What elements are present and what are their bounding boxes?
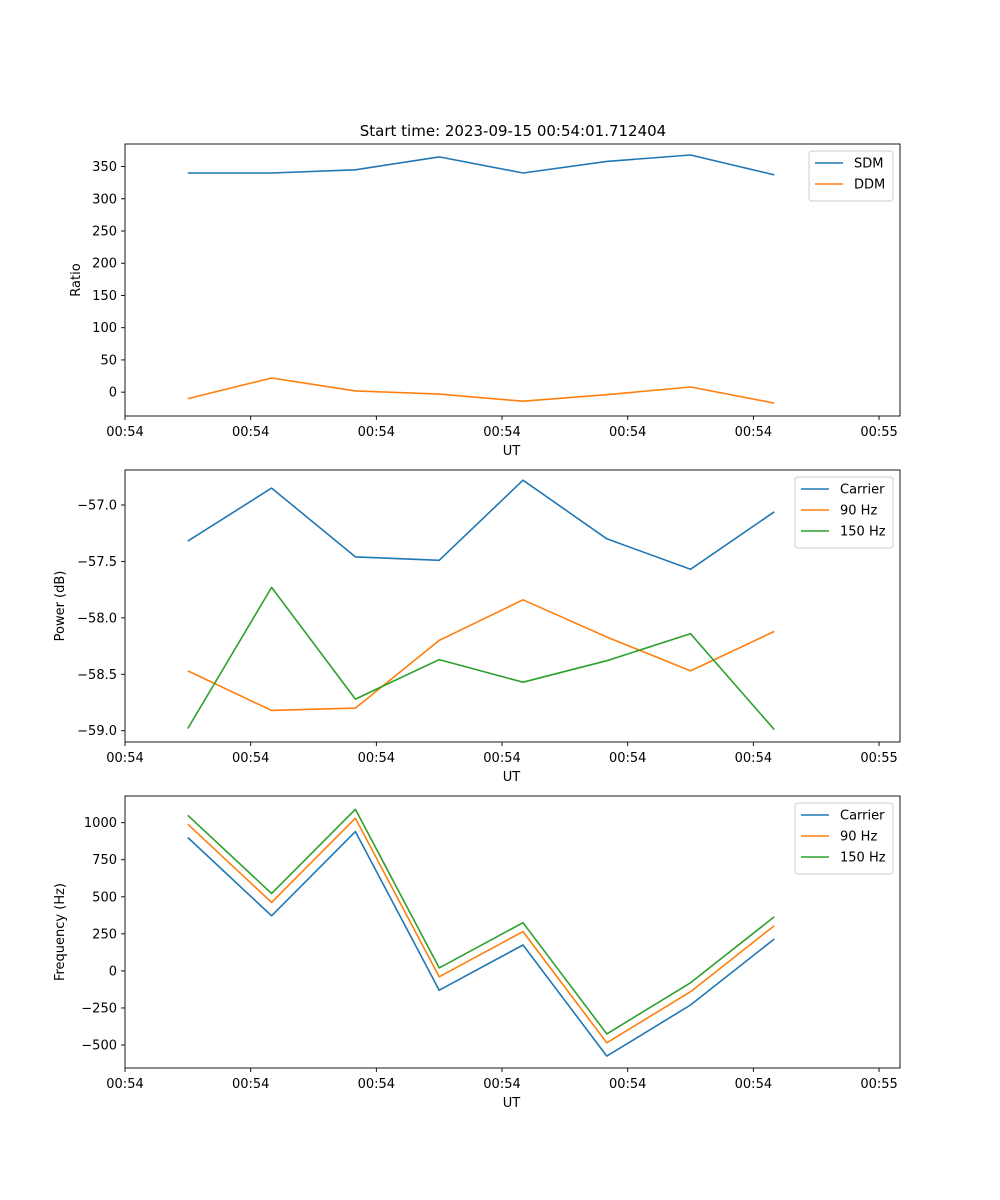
- legend-label: 150 Hz: [840, 851, 886, 866]
- x-tick-label: 00:54: [232, 751, 269, 766]
- x-tick-label: 00:54: [106, 751, 143, 766]
- series-group: [187, 808, 775, 1057]
- y-tick-label: −58.5: [77, 668, 117, 683]
- y-axis-label: Frequency (Hz): [53, 883, 68, 981]
- series-group: [187, 154, 775, 404]
- panel-3: 00:54 00:54 00:54 00:54 00:54 00:54 00:55 −500 −…: [53, 795, 901, 1111]
- y-axis-label: Power (dB): [53, 571, 68, 642]
- series-line-90-hz: [187, 817, 775, 1044]
- x-tick-label: 00:54: [483, 425, 520, 440]
- y-tick-label: 50: [100, 353, 117, 368]
- series-line-150-hz: [187, 808, 775, 1035]
- x-tick-label: 00:54: [609, 1077, 646, 1092]
- x-tick-label: 00:54: [232, 425, 269, 440]
- y-tick-label: −500: [81, 1039, 117, 1054]
- legend: Carrier 90 Hz 150 Hz: [794, 476, 894, 549]
- y-tick-label: −59.0: [77, 724, 117, 739]
- y-tick-label: 0: [109, 964, 117, 979]
- series-line-ddm: [187, 377, 775, 404]
- y-tick-label: 250: [92, 225, 117, 240]
- x-tick-label: 00:54: [483, 751, 520, 766]
- x-axis-label: UT: [503, 1096, 521, 1111]
- x-tick-label: 00:54: [106, 1077, 143, 1092]
- x-tick-label: 00:54: [106, 425, 143, 440]
- y-axis-label: Ratio: [69, 263, 84, 296]
- x-tick-label: 00:54: [609, 751, 646, 766]
- x-tick-label: 00:54: [483, 1077, 520, 1092]
- legend-label: Carrier: [840, 483, 885, 498]
- chart-title: Start time: 2023-09-15 00:54:01.712404: [360, 122, 666, 140]
- x-tick-label: 00:54: [735, 751, 772, 766]
- y-tick-label: −58.0: [77, 611, 117, 626]
- series-line-sdm: [187, 154, 775, 176]
- y-tick-label: 500: [92, 890, 117, 905]
- legend: SDM DDM: [808, 150, 894, 202]
- x-tick-label: 00:54: [609, 425, 646, 440]
- y-tick-label: 1000: [84, 816, 117, 831]
- y-tick-label: 300: [92, 192, 117, 207]
- y-tick-label: 0: [109, 386, 117, 401]
- series-line-90-hz: [187, 598, 775, 712]
- panels: 00:54 00:54 00:54 00:54 00:54 00:54 00:55 0 50 10…: [53, 143, 901, 1111]
- y-tick-label: −57.5: [77, 555, 117, 570]
- y-tick-label: 200: [92, 257, 117, 272]
- y-tick-label: 250: [92, 927, 117, 942]
- y-tick-label: 150: [92, 289, 117, 304]
- x-tick-label: 00:54: [735, 425, 772, 440]
- panel-1: 00:54 00:54 00:54 00:54 00:54 00:54 00:55 0 50 10…: [69, 143, 901, 459]
- series-group: [187, 479, 775, 731]
- legend: Carrier 90 Hz 150 Hz: [794, 802, 894, 875]
- x-tick-label: 00:54: [358, 1077, 395, 1092]
- axes-frame: [124, 795, 901, 1069]
- x-axis-label: UT: [503, 444, 521, 459]
- legend-label: 90 Hz: [840, 830, 877, 845]
- axes-frame: [124, 469, 901, 743]
- series-line-carrier: [187, 830, 775, 1057]
- y-tick-label: 350: [92, 160, 117, 175]
- y-tick-label: 750: [92, 853, 117, 868]
- series-line-150-hz: [187, 586, 775, 731]
- x-axis-label: UT: [503, 770, 521, 785]
- x-tick-label: 00:55: [860, 1077, 897, 1092]
- x-tick-label: 00:54: [735, 1077, 772, 1092]
- y-tick-label: −57.0: [77, 498, 117, 513]
- y-tick-label: −250: [81, 1001, 117, 1016]
- x-tick-label: 00:54: [358, 751, 395, 766]
- series-line-carrier: [187, 479, 775, 571]
- x-tick-label: 00:55: [860, 425, 897, 440]
- x-tick-label: 00:54: [358, 425, 395, 440]
- x-tick-label: 00:54: [232, 1077, 269, 1092]
- y-tick-label: 100: [92, 321, 117, 336]
- panel-2: 00:54 00:54 00:54 00:54 00:54 00:54 00:55 −59.0…: [53, 469, 901, 785]
- legend-label: DDM: [854, 178, 885, 193]
- axes-frame: [124, 143, 901, 417]
- legend-label: Carrier: [840, 809, 885, 824]
- legend-label: 90 Hz: [840, 504, 877, 519]
- x-tick-label: 00:55: [860, 751, 897, 766]
- legend-label: SDM: [854, 157, 883, 172]
- legend-label: 150 Hz: [840, 525, 886, 540]
